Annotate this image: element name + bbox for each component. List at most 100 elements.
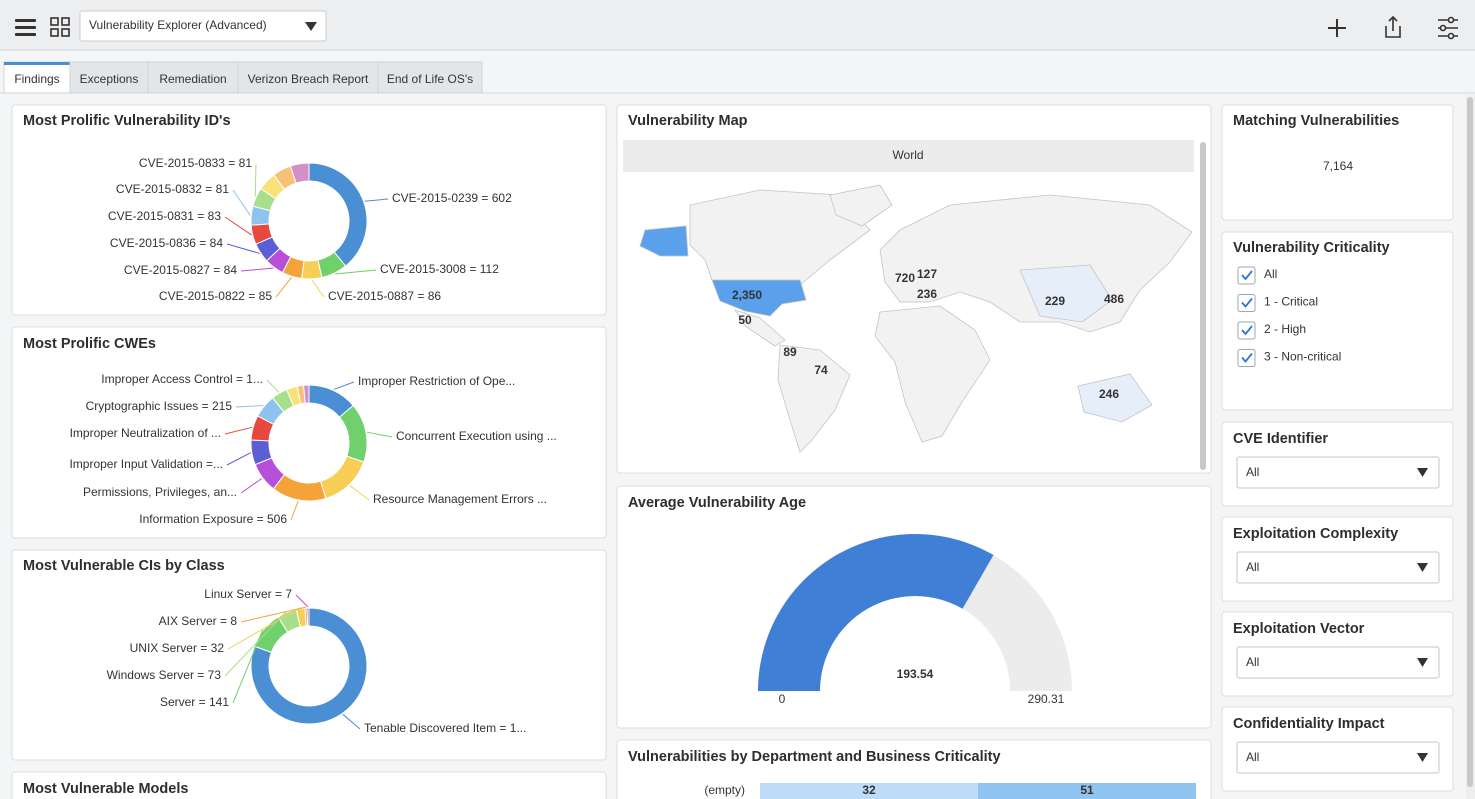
- leader-line: [224, 216, 252, 236]
- slice-label: Linux Server = 7: [204, 587, 292, 601]
- dashboard-select[interactable]: [79, 10, 327, 42]
- panel-title: Most Prolific Vulnerability ID's: [23, 113, 231, 129]
- map-region: [829, 184, 893, 227]
- heatmap-cell-label: 51: [1080, 783, 1094, 797]
- panel-title: Vulnerabilities by Department and Busine…: [628, 749, 1001, 765]
- slice-label: CVE-2015-3008 = 112: [380, 262, 499, 276]
- dropdown-arrow: [1417, 753, 1428, 762]
- map-region: [1077, 373, 1153, 423]
- tab-label: Verizon Breach Report: [248, 72, 369, 86]
- tab[interactable]: [237, 61, 379, 94]
- checkbox[interactable]: [1237, 321, 1256, 340]
- tab-label: Findings: [14, 72, 59, 86]
- row-label: (empty): [704, 783, 745, 797]
- leader-line: [232, 189, 251, 216]
- dropdown-arrow: [305, 22, 317, 31]
- tab-active-indicator: [4, 62, 70, 65]
- tab[interactable]: [377, 61, 483, 94]
- map-region: [689, 189, 871, 286]
- slice-label: Cryptographic Issues = 215: [86, 399, 233, 413]
- panel-title: Vulnerability Criticality: [1233, 240, 1390, 256]
- menu-icon[interactable]: [15, 19, 36, 36]
- slice-label: CVE-2015-0822 = 85: [159, 289, 272, 303]
- checkbox[interactable]: [1237, 294, 1256, 312]
- tab-label: Remediation: [159, 72, 226, 86]
- panel: [616, 485, 1212, 729]
- apps-icon[interactable]: [50, 17, 70, 37]
- slice-label: AIX Server = 8: [159, 614, 238, 628]
- slice-label: Improper Neutralization of ...: [70, 426, 221, 440]
- filter-select[interactable]: [1236, 646, 1440, 679]
- map-region: [711, 279, 807, 317]
- dropdown-arrow: [1417, 658, 1428, 667]
- map-region: [734, 309, 786, 347]
- filter-select-value: All: [1246, 655, 1259, 669]
- map-scrollbar[interactable]: [1200, 142, 1206, 470]
- leader-line: [295, 594, 309, 608]
- checkbox-label: 1 - Critical: [1264, 295, 1318, 309]
- slice-label: CVE-2015-0836 = 84: [110, 236, 223, 250]
- settings-icon[interactable]: [1438, 16, 1458, 40]
- filter-select[interactable]: [1236, 456, 1440, 489]
- gauge-min-label: 0: [779, 692, 786, 706]
- checkmark: [1241, 325, 1253, 336]
- filter-select[interactable]: [1236, 551, 1440, 584]
- checkbox[interactable]: [1237, 266, 1256, 285]
- dashboard-select-label: Vulnerability Explorer (Advanced): [89, 18, 267, 32]
- leader-line: [240, 267, 274, 272]
- map-value-label: 50: [738, 313, 752, 327]
- leader-line: [342, 713, 361, 730]
- add-icon[interactable]: [1328, 19, 1346, 37]
- heatmap-cell[interactable]: [760, 783, 978, 799]
- map-value-label: 486: [1104, 292, 1124, 306]
- checkbox[interactable]: [1237, 349, 1256, 367]
- leader-line: [240, 478, 263, 494]
- slice-label: Permissions, Privileges, an...: [83, 485, 237, 499]
- filter-select[interactable]: [1236, 741, 1440, 774]
- panel-title: CVE Identifier: [1233, 431, 1328, 447]
- panel-title: Matching Vulnerabilities: [1233, 113, 1399, 129]
- donut-slice: [306, 607, 310, 627]
- leader-line: [227, 607, 301, 650]
- checkbox-label: 3 - Non-critical: [1264, 350, 1341, 364]
- checkmark: [1241, 297, 1253, 308]
- map-value-label: 89: [783, 345, 797, 359]
- map-value-label: 127: [917, 267, 937, 281]
- tab-label: End of Life OS's: [387, 72, 473, 86]
- panel-title: Average Vulnerability Age: [628, 495, 806, 511]
- map-region: [639, 225, 689, 257]
- map-value-label: 246: [1099, 387, 1119, 401]
- map-header-label: World: [892, 148, 923, 162]
- panel-title: Exploitation Vector: [1233, 621, 1365, 637]
- dropdown-arrow: [1417, 563, 1428, 572]
- filter-select-value: All: [1246, 465, 1259, 479]
- tab[interactable]: [3, 61, 71, 94]
- leader-line: [235, 404, 264, 408]
- heatmap-cell[interactable]: [978, 783, 1196, 799]
- leader-line: [224, 426, 253, 435]
- filter-select-value: All: [1246, 560, 1259, 574]
- leader-line: [311, 279, 325, 298]
- slice-label: Improper Restriction of Ope...: [358, 374, 515, 388]
- map-value-label: 236: [917, 287, 937, 301]
- leader-line: [226, 243, 260, 254]
- donut-slice: [301, 259, 323, 280]
- scrollbar-thumb[interactable]: [1467, 97, 1473, 787]
- panel-title: Most Vulnerable CIs by Class: [23, 558, 225, 574]
- share-icon[interactable]: [1385, 15, 1401, 38]
- panel-title: Confidentiality Impact: [1233, 716, 1385, 732]
- slice-label: Information Exposure = 506: [139, 512, 287, 526]
- panel: [1221, 104, 1454, 221]
- checkbox-label: 2 - High: [1264, 322, 1306, 336]
- panel: [11, 104, 607, 316]
- leader-line: [349, 485, 370, 501]
- panel: [11, 771, 607, 799]
- checkmark: [1241, 352, 1253, 363]
- leader-line: [224, 611, 287, 677]
- slice-label: CVE-2015-0827 = 84: [124, 263, 237, 277]
- panel-title: Most Prolific CWEs: [23, 336, 156, 352]
- slice-label: Concurrent Execution using ...: [396, 429, 557, 443]
- map-region: [1019, 264, 1113, 323]
